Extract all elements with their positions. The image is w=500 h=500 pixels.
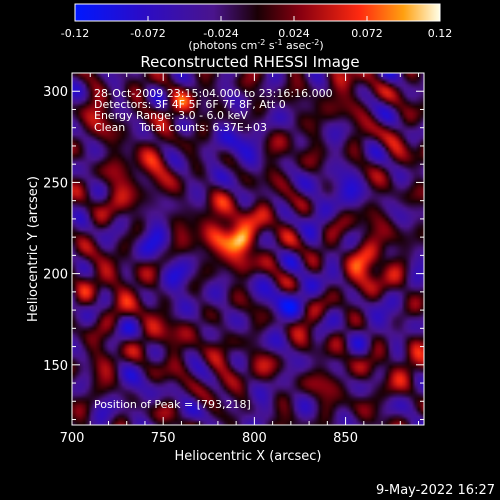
x-tick-label: 750 xyxy=(151,431,176,446)
plot-frame xyxy=(71,72,425,426)
colorbar-tick-label: 0.072 xyxy=(351,27,383,40)
annotation-detectors: Detectors: 3F 4F 5F 6F 7F 8F, Att 0 xyxy=(94,98,286,111)
annotation-peak-position: Position of Peak = [793,218] xyxy=(94,398,251,411)
chart-title: Reconstructed RHESSI Image xyxy=(140,53,359,71)
annotation-energy: Energy Range: 3.0 - 6.0 keV xyxy=(94,109,248,122)
colorbar xyxy=(74,3,441,22)
colorbar-tick-label: -0.12 xyxy=(61,27,89,40)
x-axis-label: Heliocentric X (arcsec) xyxy=(175,449,322,464)
y-tick-label: 300 xyxy=(43,85,68,100)
datestamp: 9-May-2022 16:27 xyxy=(376,483,495,498)
colorbar-ticks: -0.12 -0.072 -0.024 0.024 0.072 0.12 xyxy=(61,16,452,40)
x-tick-label: 850 xyxy=(333,431,358,446)
x-tick-label: 800 xyxy=(242,431,267,446)
y-tick-label: 200 xyxy=(43,268,68,283)
heatmap-image xyxy=(72,73,424,425)
y-tick-label: 150 xyxy=(43,359,68,374)
colorbar-tick-label: 0.024 xyxy=(278,27,310,40)
x-axis-ticks: 700 750 800 850 xyxy=(60,73,420,446)
y-axis-label: Heliocentric Y (arcsec) xyxy=(26,176,41,322)
annotation-time-range: 28-Oct-2009 23:15:04.000 to 23:16:16.000 xyxy=(94,87,333,100)
x-tick-label: 700 xyxy=(60,431,85,446)
colorbar-tick-label: -0.024 xyxy=(203,27,238,40)
y-axis-ticks: 150 200 250 300 xyxy=(43,72,424,421)
colorbar-tick-label: -0.072 xyxy=(130,27,165,40)
y-tick-label: 250 xyxy=(43,176,68,191)
annotation-method: Clean Total counts: 6.37E+03 xyxy=(94,121,267,134)
colorbar-unit-label: (photons cm-2 s-1 asec-2) xyxy=(188,38,323,52)
colorbar-tick-label: 0.12 xyxy=(428,27,453,40)
